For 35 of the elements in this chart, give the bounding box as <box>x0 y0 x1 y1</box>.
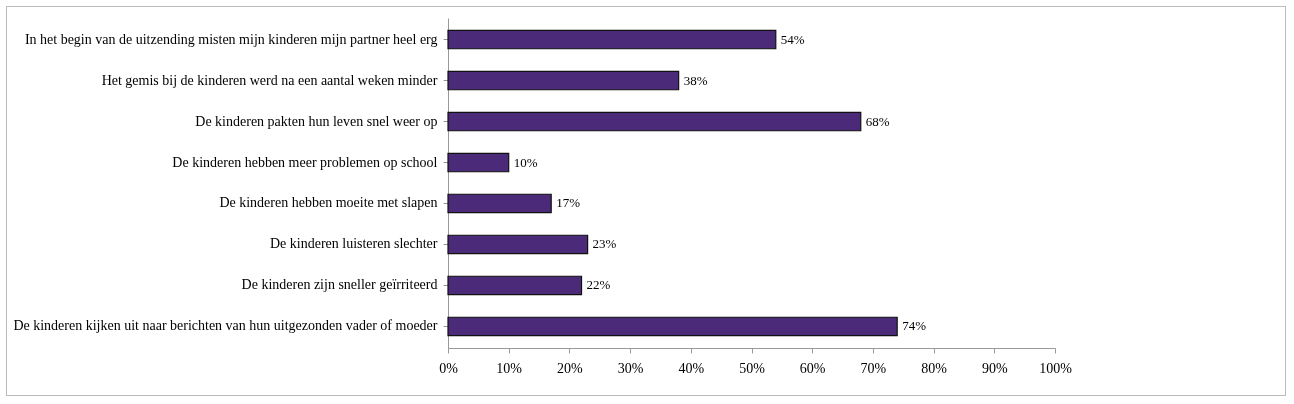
x-tick-label: 90% <box>981 360 1008 376</box>
bar <box>447 152 510 173</box>
x-tick-label: 50% <box>739 360 766 376</box>
y-tick-label: De kinderen zijn sneller geïrriteerd <box>241 277 438 293</box>
y-tick-label: De kinderen kijken uit naar berichten van hun uitgezonden vader of moeder <box>13 318 438 334</box>
data-label: 68% <box>865 113 890 129</box>
y-tick-label: In het begin van de uitzending misten mijn kinderen mijn partner heel erg <box>24 31 438 47</box>
bar <box>447 193 552 214</box>
data-label: 74% <box>902 318 927 334</box>
y-tick-label: De kinderen hebben meer problemen op school <box>172 154 438 170</box>
data-label: 54% <box>780 31 805 47</box>
x-tick-label: 0% <box>439 360 459 376</box>
data-label: 38% <box>683 72 708 88</box>
bar <box>447 29 777 50</box>
bar <box>447 111 862 132</box>
bar <box>447 316 898 337</box>
data-label: 10% <box>513 154 538 170</box>
x-tick-label: 100% <box>1039 360 1073 376</box>
x-tick-label: 10% <box>496 360 523 376</box>
bar <box>447 275 583 296</box>
y-tick-label: De kinderen luisteren slechter <box>269 236 438 252</box>
x-tick-label: 80% <box>921 360 948 376</box>
y-tick-label: Het gemis bij de kinderen werd na een aantal weken minder <box>101 72 438 88</box>
data-label: 17% <box>556 195 581 211</box>
x-tick-label: 20% <box>557 360 584 376</box>
y-tick-label: De kinderen hebben moeite met slapen <box>219 195 438 211</box>
x-tick-label: 40% <box>678 360 705 376</box>
y-tick-label: De kinderen pakten hun leven snel weer op <box>195 113 438 129</box>
data-label: 23% <box>592 236 617 252</box>
x-tick-label: 60% <box>799 360 826 376</box>
data-label: 22% <box>586 277 611 293</box>
x-tick-label: 70% <box>860 360 887 376</box>
bar <box>447 70 680 91</box>
bar <box>447 234 589 255</box>
x-tick-label: 30% <box>617 360 644 376</box>
